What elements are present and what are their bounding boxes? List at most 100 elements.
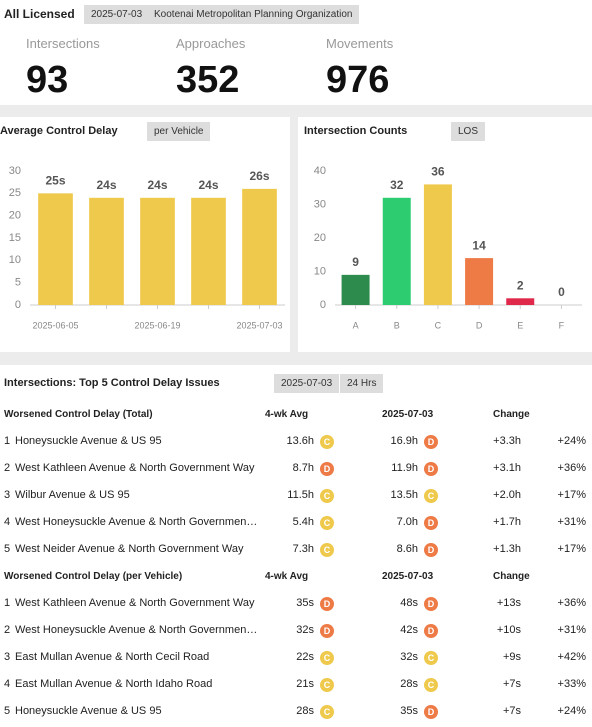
change-pct: +24% bbox=[557, 705, 586, 717]
avg: 11.5h bbox=[287, 489, 314, 501]
bar bbox=[191, 197, 226, 305]
rank: 2 bbox=[4, 462, 11, 474]
change-pct: +31% bbox=[557, 516, 586, 528]
rank: 3 bbox=[4, 489, 11, 501]
change: +10s bbox=[496, 624, 521, 636]
y-tick-label: 30 bbox=[314, 198, 326, 210]
intersection-name[interactable]: Honeysuckle Avenue & US 95 bbox=[15, 705, 162, 717]
intersection-name[interactable]: West Neider Avenue & North Government Wa… bbox=[15, 543, 244, 555]
y-tick-label: 10 bbox=[314, 265, 326, 277]
table-date[interactable]: 2025-07-03 bbox=[274, 374, 340, 393]
bar bbox=[506, 298, 535, 305]
title: All Licensed bbox=[4, 7, 75, 21]
avg: 5.4h bbox=[292, 516, 314, 528]
stat-value: 352 bbox=[176, 59, 240, 101]
x-tick-label: D bbox=[476, 320, 483, 330]
x-tick-label: 2025-06-19 bbox=[134, 320, 180, 330]
separator bbox=[0, 105, 592, 117]
x-tick-label: C bbox=[435, 320, 442, 330]
stat-label: Intersections bbox=[26, 36, 100, 51]
avg: 32s bbox=[296, 624, 314, 636]
intersection-name[interactable]: East Mullan Avenue & North Idaho Road bbox=[15, 678, 213, 690]
chart-title: Intersection Counts bbox=[304, 125, 408, 137]
table-title: Intersections: Top 5 Control Delay Issue… bbox=[4, 377, 220, 389]
change: +7s bbox=[502, 678, 521, 690]
y-tick-label: 20 bbox=[9, 210, 21, 222]
rank: 4 bbox=[4, 678, 11, 690]
rank: 1 bbox=[4, 597, 11, 609]
los-badge: C bbox=[320, 542, 334, 557]
separator bbox=[0, 352, 592, 365]
los-badge: C bbox=[424, 650, 438, 665]
change-pct: +36% bbox=[557, 597, 586, 609]
change: +3.3h bbox=[493, 435, 521, 447]
avg: 13.6h bbox=[286, 435, 314, 447]
value-label: 24s bbox=[198, 178, 218, 192]
change-pct: +17% bbox=[557, 489, 586, 501]
y-tick-label: 20 bbox=[314, 232, 326, 244]
intersection-name[interactable]: Wilbur Avenue & US 95 bbox=[15, 489, 130, 501]
chart-title: Average Control Delay bbox=[0, 125, 118, 137]
avg: 21s bbox=[296, 678, 314, 690]
x-tick-label: A bbox=[353, 320, 359, 330]
column-header: Worsened Control Delay (per Vehicle) bbox=[4, 571, 183, 582]
change-pct: +31% bbox=[557, 624, 586, 636]
x-tick-label: F bbox=[559, 320, 565, 330]
intersection-name[interactable]: West Kathleen Avenue & North Government … bbox=[15, 462, 255, 474]
los-badge: C bbox=[320, 515, 334, 530]
change-pct: +33% bbox=[557, 678, 586, 690]
avg: 35s bbox=[296, 597, 314, 609]
intersection-name[interactable]: West Kathleen Avenue & North Government … bbox=[15, 597, 255, 609]
date-chip[interactable]: 2025-07-03 bbox=[84, 5, 150, 24]
intersection-name[interactable]: West Honeysuckle Avenue & North Governme… bbox=[15, 516, 258, 528]
value-label: 2 bbox=[517, 278, 524, 292]
stat-label: Movements bbox=[326, 36, 394, 51]
y-tick-label: 25 bbox=[9, 187, 21, 199]
chart-option[interactable]: per Vehicle bbox=[147, 122, 211, 141]
change-pct: +42% bbox=[557, 651, 586, 663]
change: +2.0h bbox=[493, 489, 521, 501]
column-header: 2025-07-03 bbox=[382, 409, 434, 420]
y-tick-label: 40 bbox=[314, 165, 326, 177]
value-label: 36 bbox=[431, 165, 445, 179]
rank: 3 bbox=[4, 651, 11, 663]
los-badge: D bbox=[424, 461, 438, 476]
column-header: Worsened Control Delay (Total) bbox=[4, 409, 153, 420]
intersection-name[interactable]: West Honeysuckle Avenue & North Governme… bbox=[15, 624, 258, 636]
intersection-name[interactable]: East Mullan Avenue & North Cecil Road bbox=[15, 651, 210, 663]
los-badge: D bbox=[424, 596, 438, 611]
column-header: 4-wk Avg bbox=[265, 571, 309, 582]
column-header: 2025-07-03 bbox=[382, 571, 434, 582]
los-badge: D bbox=[424, 704, 438, 719]
column-header: Change bbox=[493, 409, 530, 420]
region-chip[interactable]: Kootenai Metropolitan Planning Organizat… bbox=[147, 5, 360, 24]
current: 42s bbox=[400, 624, 418, 636]
y-tick-label: 30 bbox=[9, 165, 21, 177]
bar bbox=[89, 197, 124, 305]
los-badge: C bbox=[424, 488, 438, 503]
change: +7s bbox=[502, 705, 521, 717]
avg: 8.7h bbox=[292, 462, 314, 474]
change: +1.7h bbox=[493, 516, 521, 528]
rank: 5 bbox=[4, 543, 11, 555]
current: 13.5h bbox=[390, 489, 418, 501]
stat-label: Approaches bbox=[176, 36, 246, 51]
column-header: Change bbox=[493, 571, 530, 582]
current: 32s bbox=[400, 651, 418, 663]
bar bbox=[242, 188, 277, 305]
table-period[interactable]: 24 Hrs bbox=[340, 374, 384, 393]
value-label: 26s bbox=[249, 169, 269, 183]
bar bbox=[140, 197, 175, 305]
value-label: 24s bbox=[147, 178, 167, 192]
value-label: 25s bbox=[45, 174, 65, 188]
change-pct: +36% bbox=[557, 462, 586, 474]
intersection-name[interactable]: Honeysuckle Avenue & US 95 bbox=[15, 435, 162, 447]
avg: 28s bbox=[296, 705, 314, 717]
chart-option[interactable]: LOS bbox=[451, 122, 486, 141]
y-tick-label: 10 bbox=[9, 254, 21, 266]
value-label: 32 bbox=[390, 178, 404, 192]
los-badge: C bbox=[320, 488, 334, 503]
current: 35s bbox=[400, 705, 418, 717]
value-label: 0 bbox=[558, 285, 565, 299]
current: 48s bbox=[400, 597, 418, 609]
